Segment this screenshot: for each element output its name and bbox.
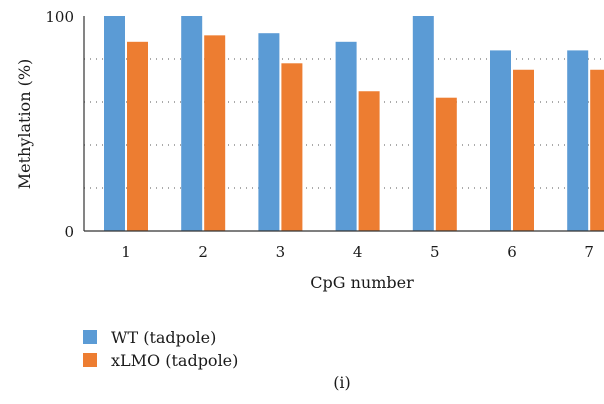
legend-label-xlmo: xLMO (tadpole) [111,351,238,370]
x-tick-label: 4 [353,243,363,261]
panel-label: (i) [333,373,351,392]
x-tick-label: 2 [198,243,208,261]
bar-xlmo-cpg-3 [281,63,303,231]
y-tick-label: 100 [45,8,74,26]
bar-xlmo-cpg-4 [358,91,380,231]
x-tick-label: 1 [121,243,131,261]
x-tick-label: 3 [276,243,286,261]
bar-wt-cpg-6 [490,50,511,232]
bar-wt-cpg-5 [412,16,434,231]
x-axis-title: CpG number [310,273,414,292]
bar-wt-cpg-7 [567,50,589,232]
bar-wt-cpg-3 [258,33,280,232]
bars [104,16,604,232]
bar-xlmo-cpg-6 [513,69,534,231]
legend-swatch-xlmo [83,353,97,367]
x-tick-label: 5 [430,243,440,261]
bar-wt-cpg-2 [181,16,203,231]
bar-xlmo-cpg-2 [204,35,226,231]
legend-label-wt: WT (tadpole) [111,328,216,347]
legend: WT (tadpole) xLMO (tadpole) [83,328,238,370]
x-tick-label: 7 [584,243,594,261]
bar-wt-cpg-1 [104,16,125,231]
x-tick-labels: 1 2 3 4 5 6 7 [121,243,594,261]
bar-xlmo-cpg-1 [127,41,148,231]
legend-swatch-wt [83,330,97,344]
bar-xlmo-cpg-7 [590,69,604,231]
y-axis-title: Methylation (%) [15,59,34,190]
y-tick-labels: 0 100 [45,8,74,241]
bar-xlmo-cpg-5 [435,97,457,231]
x-tick-label: 6 [507,243,517,261]
y-tick-label: 0 [64,223,74,241]
bar-wt-cpg-4 [335,41,357,231]
